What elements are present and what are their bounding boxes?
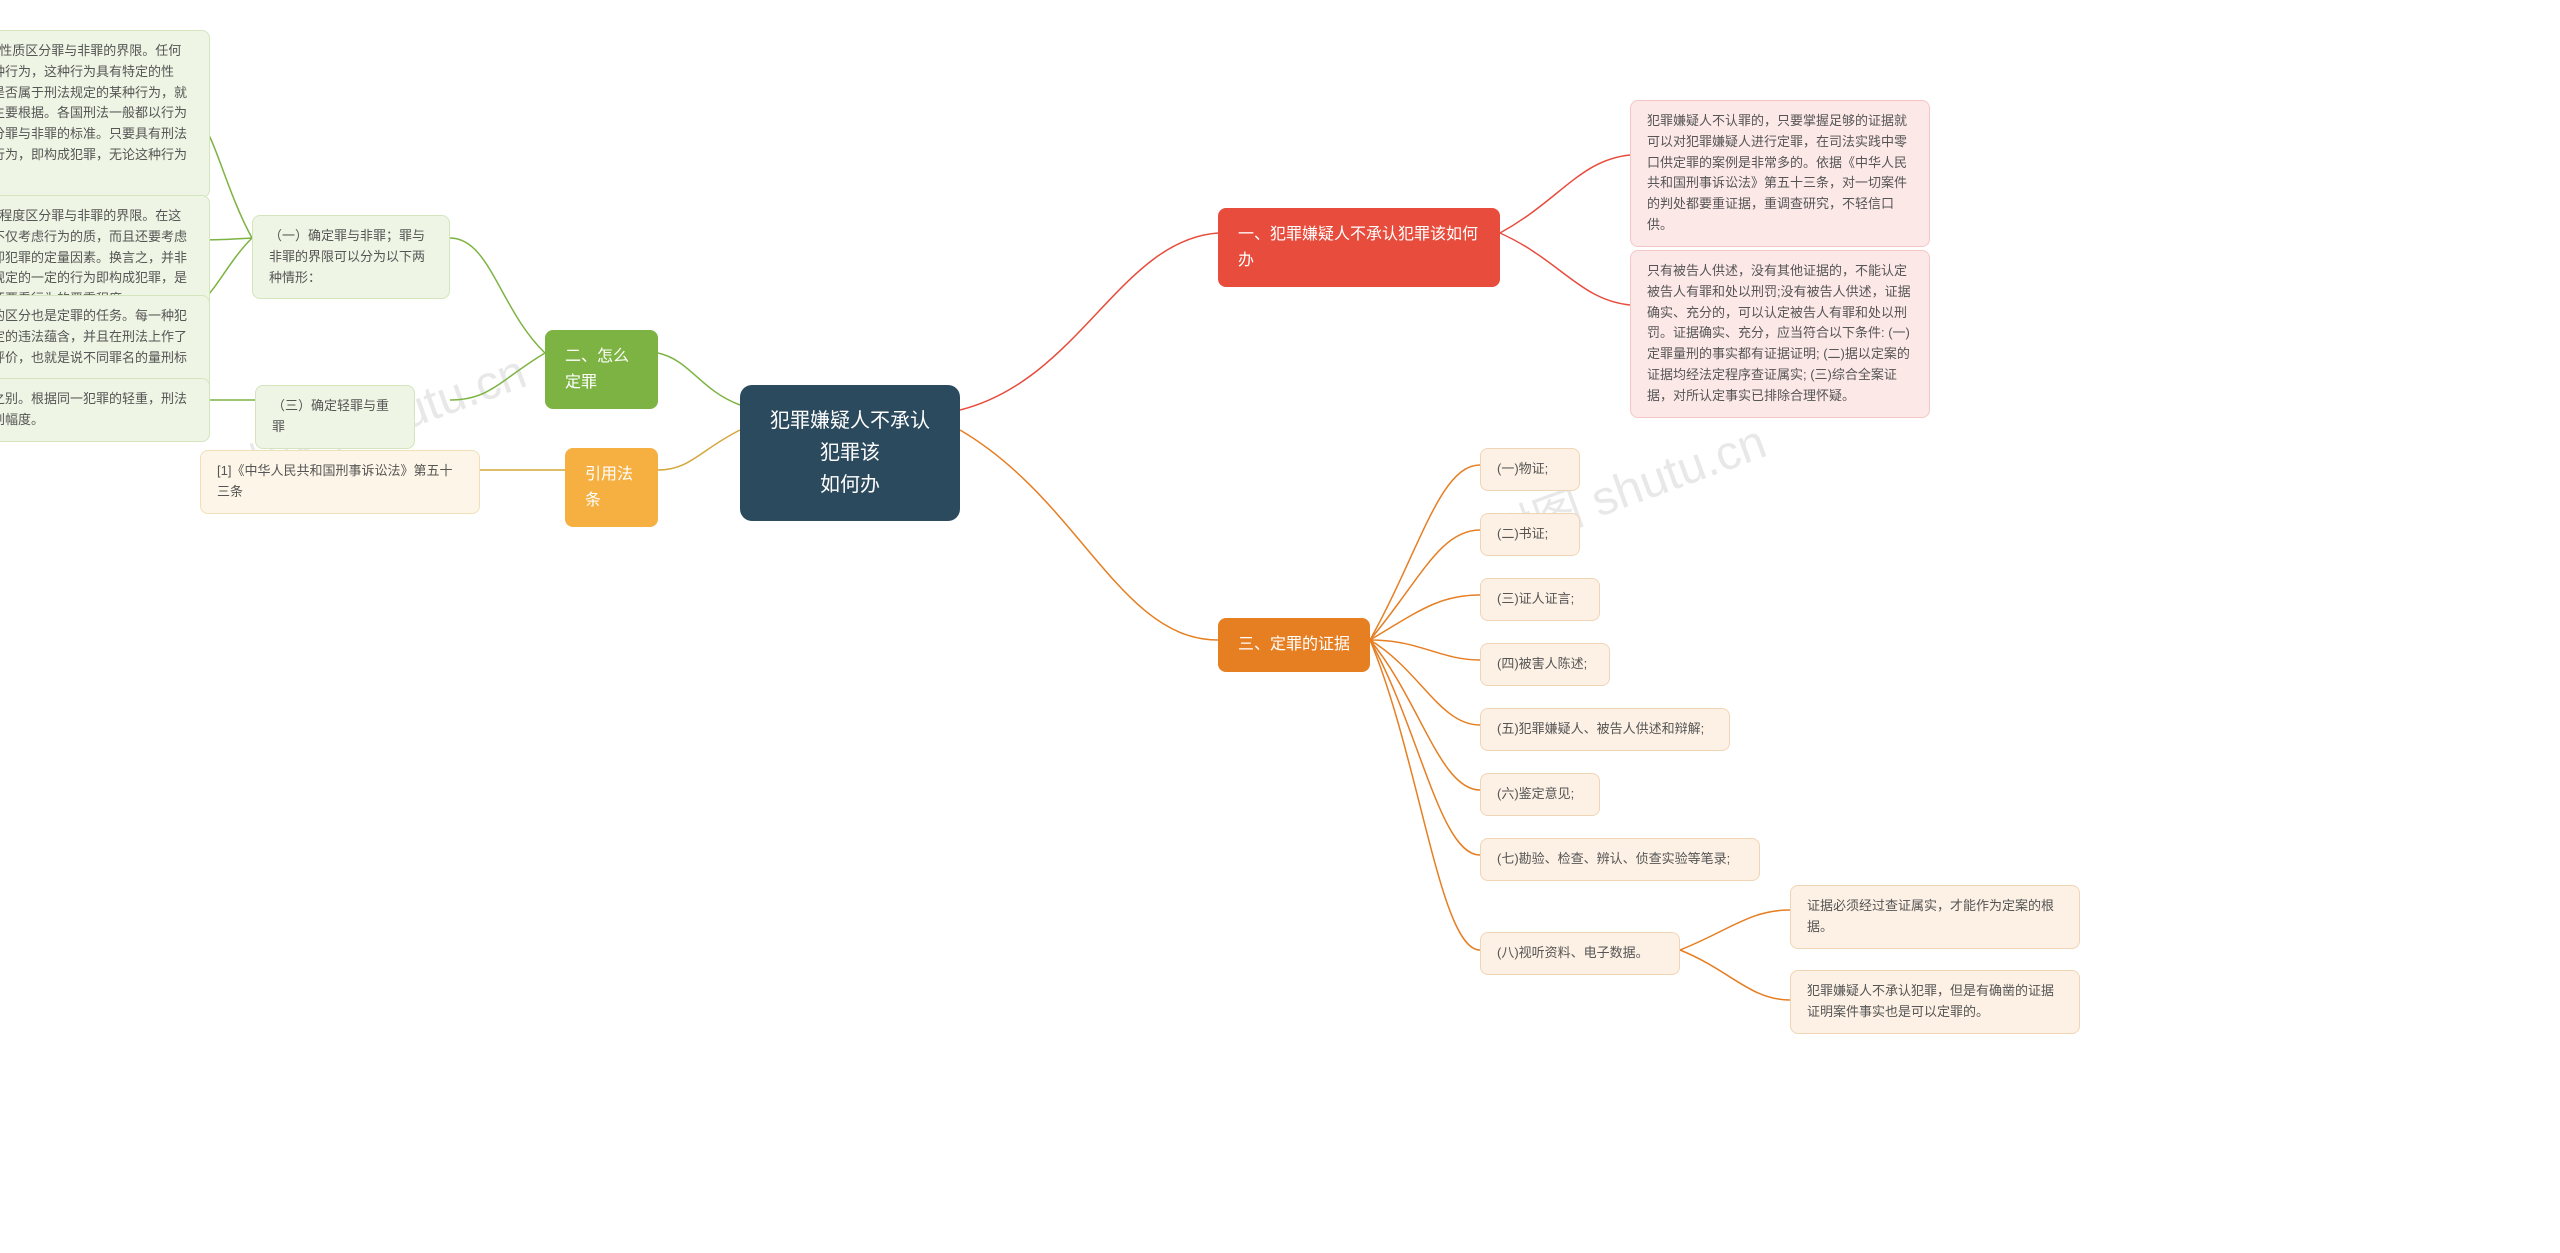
branch4-node: 引用法条	[565, 448, 658, 527]
branch4-leaf: [1]《中华人民共和国刑事诉讼法》第五十三条	[200, 450, 480, 514]
branch1-leaf1-text: 犯罪嫌疑人不认罪的，只要掌握足够的证据就可以对犯罪嫌疑人进行定罪，在司法实践中零…	[1647, 113, 1907, 232]
branch1-leaf: 犯罪嫌疑人不认罪的，只要掌握足够的证据就可以对犯罪嫌疑人进行定罪，在司法实践中零…	[1630, 100, 1930, 247]
b3-l1: (一)物证;	[1497, 461, 1548, 476]
b2-s1l1: 1、根据行为性质区分罪与非罪的界限。任何犯罪都是一种行为，这种行为具有特定的性质…	[0, 43, 187, 183]
branch3-leaf: (八)视听资料、电子数据。	[1480, 932, 1680, 975]
branch3-leaf: (一)物证;	[1480, 448, 1580, 491]
branch2-node: 二、怎么定罪	[545, 330, 658, 409]
branch2-sub3-leaf: 犯罪有轻重之别。根据同一犯罪的轻重，刑法有不同的量刑幅度。	[0, 378, 210, 442]
center-node: 犯罪嫌疑人不承认犯罪该 如何办	[740, 385, 960, 521]
b2-s2l1: 此罪与彼罪的区分也是定罪的任务。每一种犯罪都具有特定的违法蕴含，并且在刑法上作了…	[0, 308, 187, 385]
branch3-node: 三、定罪的证据	[1218, 618, 1370, 672]
b4-l1: [1]《中华人民共和国刑事诉讼法》第五十三条	[217, 463, 452, 499]
branch3-leaf: (七)勘验、检查、辨认、侦查实验等笔录;	[1480, 838, 1760, 881]
b2-s3l1: 犯罪有轻重之别。根据同一犯罪的轻重，刑法有不同的量刑幅度。	[0, 391, 187, 427]
b3-l3: (三)证人证言;	[1497, 591, 1574, 606]
branch1-leaf2-text: 只有被告人供述，没有其他证据的，不能认定被告人有罪和处以刑罚;没有被告人供述，证…	[1647, 263, 1911, 403]
branch3-leaf: (五)犯罪嫌疑人、被告人供述和辩解;	[1480, 708, 1730, 751]
branch3-leaf: (三)证人证言;	[1480, 578, 1600, 621]
branch2-title: 二、怎么定罪	[565, 348, 629, 391]
b3-l6: (六)鉴定意见;	[1497, 786, 1574, 801]
b3-l7: (七)勘验、检查、辨认、侦查实验等笔录;	[1497, 851, 1730, 866]
branch4-title: 引用法条	[585, 466, 633, 509]
b3-l4: (四)被害人陈述;	[1497, 656, 1587, 671]
branch3-leaf: (六)鉴定意见;	[1480, 773, 1600, 816]
branch2-sub1: （一）确定罪与非罪；罪与非罪的界限可以分为以下两种情形：	[252, 215, 450, 299]
b3-l5: (五)犯罪嫌疑人、被告人供述和辩解;	[1497, 721, 1704, 736]
center-title-line1: 犯罪嫌疑人不承认犯罪该	[768, 405, 932, 469]
b3-l8: (八)视听资料、电子数据。	[1497, 945, 1649, 960]
b3-l8s2: 犯罪嫌疑人不承认犯罪，但是有确凿的证据证明案件事实也是可以定罪的。	[1807, 983, 2054, 1019]
b2-s3: （三）确定轻罪与重罪	[272, 398, 389, 434]
branch1-leaf: 只有被告人供述，没有其他证据的，不能认定被告人有罪和处以刑罚;没有被告人供述，证…	[1630, 250, 1930, 418]
branch1-node: 一、犯罪嫌疑人不承认犯罪该如何办	[1218, 208, 1500, 287]
center-title-line2: 如何办	[768, 469, 932, 501]
branch2-sub1-leaf: 1、根据行为性质区分罪与非罪的界限。任何犯罪都是一种行为，这种行为具有特定的性质…	[0, 30, 210, 198]
branch3-leaf: (四)被害人陈述;	[1480, 643, 1610, 686]
branch3-leaf: (二)书证;	[1480, 513, 1580, 556]
branch3-leaf: 犯罪嫌疑人不承认犯罪，但是有确凿的证据证明案件事实也是可以定罪的。	[1790, 970, 2080, 1034]
branch1-title: 一、犯罪嫌疑人不承认犯罪该如何办	[1238, 226, 1478, 269]
branch3-title: 三、定罪的证据	[1238, 636, 1350, 653]
b3-l2: (二)书证;	[1497, 526, 1548, 541]
b3-l8s1: 证据必须经过查证属实，才能作为定案的根据。	[1807, 898, 2054, 934]
branch2-sub3: （三）确定轻罪与重罪	[255, 385, 415, 449]
b2-s1l2: 2、根据行为程度区分罪与非罪的界限。在这种情况下，不仅考虑行为的质，而且还要考虑…	[0, 208, 187, 306]
b2-s1: （一）确定罪与非罪；罪与非罪的界限可以分为以下两种情形：	[269, 228, 425, 285]
branch3-leaf: 证据必须经过查证属实，才能作为定案的根据。	[1790, 885, 2080, 949]
